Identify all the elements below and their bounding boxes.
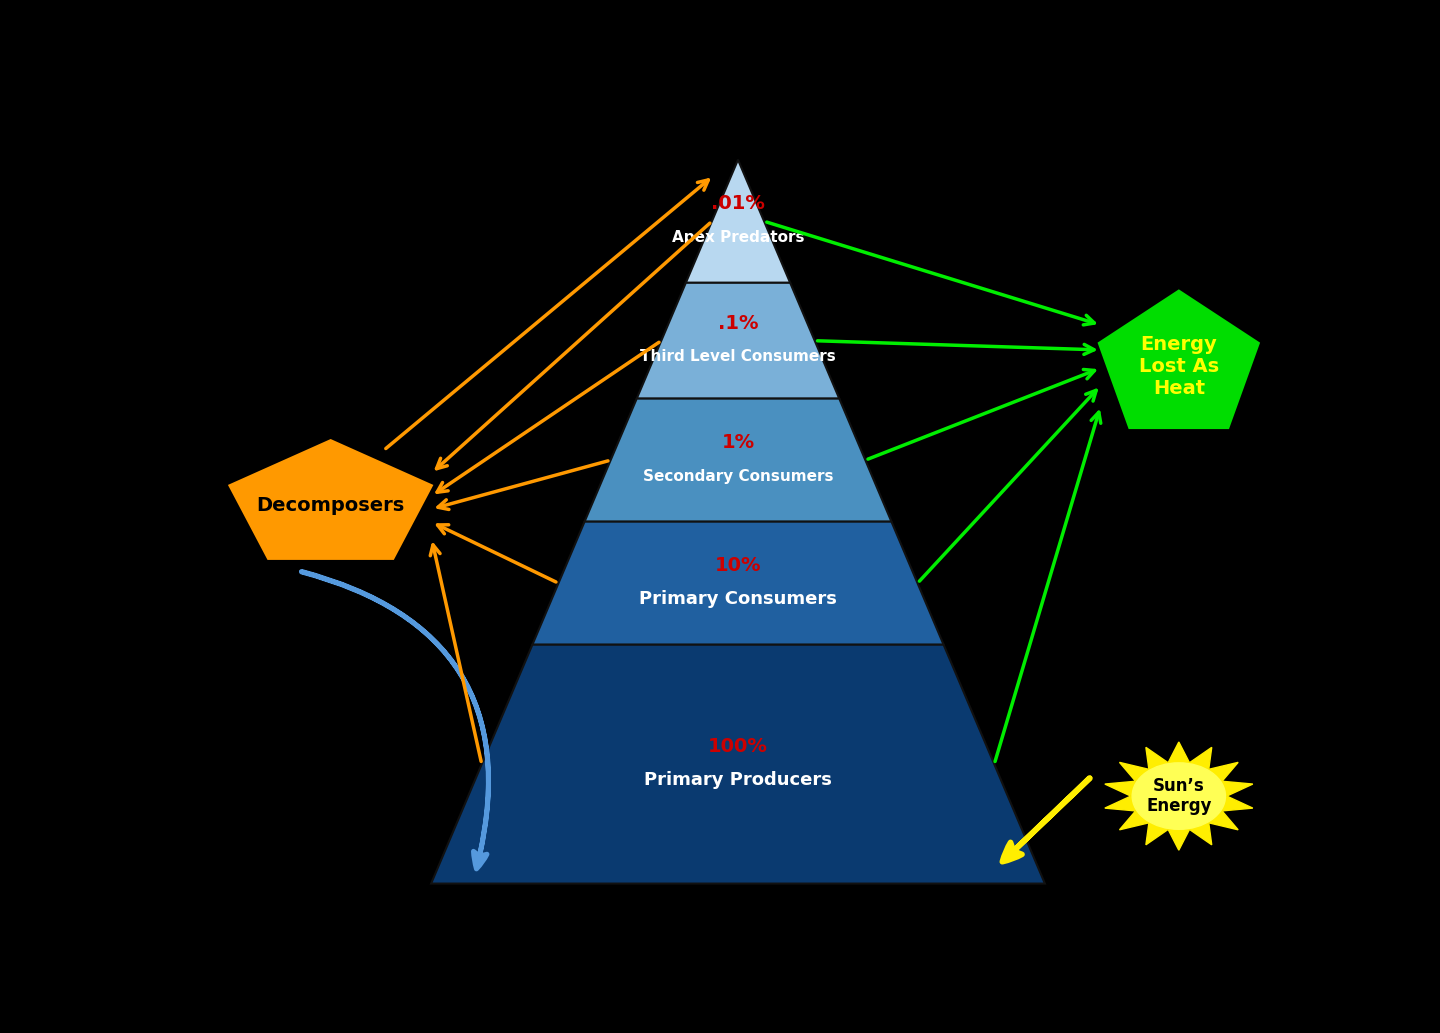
Text: .01%: .01% bbox=[711, 194, 765, 213]
Text: Apex Predators: Apex Predators bbox=[671, 229, 805, 245]
Polygon shape bbox=[636, 283, 840, 399]
Circle shape bbox=[1132, 762, 1225, 829]
Polygon shape bbox=[230, 440, 432, 559]
Text: Primary Consumers: Primary Consumers bbox=[639, 590, 837, 608]
Polygon shape bbox=[533, 522, 943, 645]
Text: 10%: 10% bbox=[714, 556, 762, 575]
Polygon shape bbox=[431, 645, 1045, 883]
Text: .1%: .1% bbox=[717, 314, 759, 333]
Text: 1%: 1% bbox=[721, 433, 755, 452]
Text: 100%: 100% bbox=[708, 738, 768, 756]
Polygon shape bbox=[1104, 742, 1253, 850]
Polygon shape bbox=[585, 399, 891, 522]
Text: Energy
Lost As
Heat: Energy Lost As Heat bbox=[1139, 335, 1218, 398]
Polygon shape bbox=[685, 160, 791, 283]
Text: Secondary Consumers: Secondary Consumers bbox=[642, 469, 834, 483]
FancyArrowPatch shape bbox=[301, 571, 488, 869]
Text: Third Level Consumers: Third Level Consumers bbox=[641, 349, 835, 364]
Text: Primary Producers: Primary Producers bbox=[644, 771, 832, 789]
Polygon shape bbox=[1099, 291, 1259, 428]
Text: Decomposers: Decomposers bbox=[256, 496, 405, 515]
FancyArrowPatch shape bbox=[1002, 778, 1090, 862]
Text: Sun’s
Energy: Sun’s Energy bbox=[1146, 777, 1211, 815]
